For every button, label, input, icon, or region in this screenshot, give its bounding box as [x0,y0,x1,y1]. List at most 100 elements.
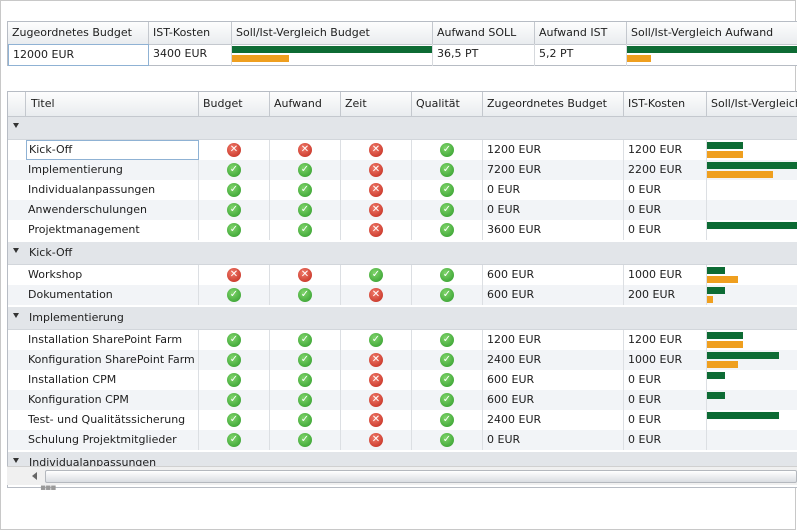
cell-zeit: ✕ [341,220,412,240]
table-row[interactable]: Kick-Off ✕ ✕ ✕ ✓ 1200 EUR 1200 EUR [8,140,797,160]
grid-header-titel[interactable]: Titel [26,92,199,116]
table-row[interactable]: Workshop ✕ ✕ ✓ ✓ 600 EUR 1000 EUR [8,265,797,285]
grid-header-aufwand[interactable]: Aufwand [270,92,341,116]
summary-header-vergleich-budget[interactable]: Soll/Ist-Vergleich Budget [232,22,433,44]
cell-titel[interactable]: Implementierung [26,160,199,180]
cell-zeit: ✕ [341,430,412,450]
cross-circle-icon: ✕ [369,203,383,217]
cell-budget: ✓ [199,200,270,220]
table-row[interactable]: Test- und Qualitätssicherung ✓ ✓ ✕ ✓ 2400 EUR… [8,410,797,430]
check-circle-icon: ✓ [440,223,454,237]
soll-bar [707,412,779,419]
table-row[interactable]: Konfiguration SharePoint Farm ✓ ✓ ✕ ✓ 2400 EU… [8,350,797,370]
cell-titel[interactable]: Anwenderschulungen [26,200,199,220]
cell-vergleich [707,410,797,430]
table-row[interactable]: Dokumentation ✓ ✓ ✕ ✓ 600 EUR 200 EUR [8,285,797,305]
expand-arrow-icon[interactable] [13,458,19,463]
cell-budget: ✓ [199,220,270,240]
resize-grip-icon[interactable]: ▪▪▪ [40,483,56,493]
group-row[interactable]: Implementierung [8,307,797,330]
cell-titel[interactable]: Dokumentation [26,285,199,305]
horizontal-scrollbar[interactable] [7,466,797,485]
check-circle-icon: ✓ [227,183,241,197]
cell-qualitaet: ✓ [412,200,483,220]
cell-zugeordnet: 1200 EUR [483,330,624,350]
summary-aufwand-soll-value[interactable]: 36,5 PT [433,44,535,66]
check-circle-icon: ✓ [440,333,454,347]
expand-arrow-icon[interactable] [13,248,19,253]
check-circle-icon: ✓ [440,183,454,197]
grid-header-budget[interactable]: Budget [199,92,270,116]
grid-header-vergleich[interactable]: Soll/Ist-Vergleich Budget [711,97,797,110]
table-row[interactable]: Implementierung ✓ ✓ ✕ ✓ 7200 EUR 2200 EUR [8,160,797,180]
cell-titel[interactable]: Projektmanagement [26,220,199,240]
cell-zugeordnet: 1200 EUR [483,140,624,160]
group-row[interactable]: Kick-Off [8,242,797,265]
scrollbar-thumb[interactable] [45,470,797,483]
soll-bar [707,372,725,379]
table-row[interactable]: Konfiguration CPM ✓ ✓ ✕ ✓ 600 EUR 0 EUR [8,390,797,410]
summary-header-aufwand-soll[interactable]: Aufwand SOLL [433,22,535,44]
scroll-left-icon[interactable] [32,472,37,480]
expand-arrow-icon[interactable] [13,123,19,128]
cell-ist: 2200 EUR [624,160,707,180]
cell-titel[interactable]: Schulung Projektmitglieder [26,430,199,450]
table-row[interactable]: Schulung Projektmitglieder ✓ ✓ ✕ ✓ 0 EUR 0 EUR [8,430,797,450]
cross-circle-icon: ✕ [298,143,312,157]
cell-zugeordnet: 7200 EUR [483,160,624,180]
cell-zugeordnet: 0 EUR [483,200,624,220]
group-row[interactable] [8,117,797,140]
grid-header-ist-kosten[interactable]: IST-Kosten [624,92,707,116]
summary-header-aufwand-ist[interactable]: Aufwand IST [535,22,627,44]
cell-titel[interactable]: Installation CPM [26,370,199,390]
expand-arrow-icon[interactable] [13,313,19,318]
check-circle-icon: ✓ [369,333,383,347]
summary-budget-value[interactable]: 12000 EUR [8,44,149,66]
summary-header-vergleich-aufwand[interactable]: Soll/Ist-Vergleich Aufwand [631,26,774,39]
cell-vergleich [707,370,797,390]
cell-aufwand: ✕ [270,140,341,160]
check-circle-icon: ✓ [298,393,312,407]
ist-bar [707,276,738,283]
cell-titel[interactable]: Installation SharePoint Farm [26,330,199,350]
grid-header-zugeordnet[interactable]: Zugeordnetes Budget [483,92,624,116]
cell-aufwand: ✓ [270,390,341,410]
check-circle-icon: ✓ [298,433,312,447]
grid-header-zeit[interactable]: Zeit [341,92,412,116]
check-circle-icon: ✓ [298,203,312,217]
check-circle-icon: ✓ [227,333,241,347]
cell-titel[interactable]: Kick-Off [26,140,199,160]
check-circle-icon: ✓ [440,433,454,447]
check-circle-icon: ✓ [440,163,454,177]
cross-circle-icon: ✕ [369,143,383,157]
table-row[interactable]: Projektmanagement ✓ ✓ ✕ ✓ 3600 EUR 0 EUR [8,220,797,240]
table-row[interactable]: Installation SharePoint Farm ✓ ✓ ✓ ✓ 1200 EUR… [8,330,797,350]
summary-header-ist-kosten[interactable]: IST-Kosten [149,22,232,44]
cell-titel[interactable]: Konfiguration SharePoint Farm [26,350,199,370]
table-row[interactable]: Anwenderschulungen ✓ ✓ ✕ ✓ 0 EUR 0 EUR [8,200,797,220]
table-row[interactable]: Individualanpassungen ✓ ✓ ✕ ✓ 0 EUR 0 EUR [8,180,797,200]
cross-circle-icon: ✕ [369,163,383,177]
summary-header-budget[interactable]: Zugeordnetes Budget [8,22,149,44]
cell-budget: ✓ [199,390,270,410]
check-circle-icon: ✓ [440,393,454,407]
cell-titel[interactable]: Test- und Qualitätssicherung [26,410,199,430]
check-circle-icon: ✓ [440,203,454,217]
cell-vergleich [707,160,797,180]
cell-qualitaet: ✓ [412,160,483,180]
soll-bar [707,332,743,339]
table-row[interactable]: Installation CPM ✓ ✓ ✕ ✓ 600 EUR 0 EUR [8,370,797,390]
grid-header-qualitaet[interactable]: Qualität [412,92,483,116]
cell-aufwand: ✓ [270,350,341,370]
cell-titel[interactable]: Workshop [26,265,199,285]
summary-ist-kosten-value[interactable]: 3400 EUR [149,44,232,66]
cell-zeit: ✕ [341,160,412,180]
cell-ist: 0 EUR [624,200,707,220]
summary-aufwand-ist-value[interactable]: 5,2 PT [535,44,627,66]
task-grid: Titel Budget Aufwand Zeit Qualität Zugeo… [7,91,797,488]
cell-aufwand: ✓ [270,410,341,430]
cell-qualitaet: ✓ [412,330,483,350]
cell-titel[interactable]: Individualanpassungen [26,180,199,200]
cell-titel[interactable]: Konfiguration CPM [26,390,199,410]
cell-aufwand: ✓ [270,200,341,220]
